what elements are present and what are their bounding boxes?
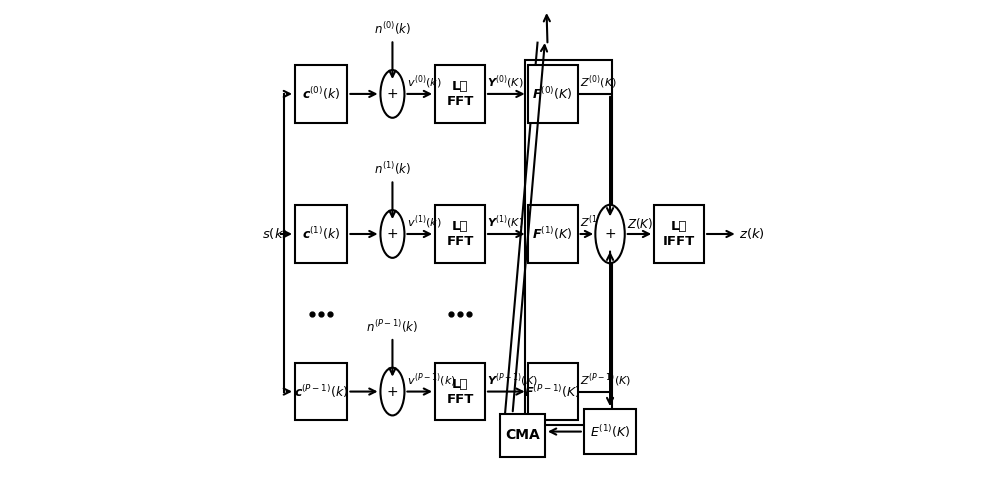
Text: $Z^{(0)}(K)$: $Z^{(0)}(K)$ bbox=[580, 74, 617, 92]
Bar bbox=[528, 205, 578, 263]
Text: $\boldsymbol{F}^{(0)}(K)$: $\boldsymbol{F}^{(0)}(K)$ bbox=[532, 86, 573, 103]
Ellipse shape bbox=[380, 70, 404, 118]
Text: $v^{(P-1)}(k)$: $v^{(P-1)}(k)$ bbox=[407, 371, 456, 389]
Text: $\boldsymbol{Y}^{(1)}(K)$: $\boldsymbol{Y}^{(1)}(K)$ bbox=[487, 214, 524, 231]
Text: $n^{(1)}(k)$: $n^{(1)}(k)$ bbox=[374, 160, 411, 177]
Text: $n^{(P-1)}(k)$: $n^{(P-1)}(k)$ bbox=[366, 317, 418, 334]
Bar bbox=[435, 205, 485, 263]
Text: L点
FFT: L点 FFT bbox=[446, 378, 474, 405]
Text: $Z(K)$: $Z(K)$ bbox=[627, 216, 653, 231]
Text: $\boldsymbol{Y}^{(0)}(K)$: $\boldsymbol{Y}^{(0)}(K)$ bbox=[487, 74, 524, 92]
Text: $z(k)$: $z(k)$ bbox=[739, 226, 765, 241]
Bar bbox=[295, 65, 347, 123]
Bar bbox=[435, 363, 485, 421]
Text: $+$: $+$ bbox=[386, 227, 399, 241]
Bar bbox=[528, 363, 578, 421]
Bar bbox=[295, 205, 347, 263]
Text: $\boldsymbol{c}^{(P-1)}(k)$: $\boldsymbol{c}^{(P-1)}(k)$ bbox=[294, 383, 348, 400]
Text: $\boldsymbol{c}^{(0)}(k)$: $\boldsymbol{c}^{(0)}(k)$ bbox=[302, 86, 340, 103]
Text: L点
FFT: L点 FFT bbox=[446, 220, 474, 248]
Text: $s(k)$: $s(k)$ bbox=[262, 226, 288, 241]
Ellipse shape bbox=[380, 210, 404, 258]
Bar bbox=[654, 205, 704, 263]
Text: $\boldsymbol{F}^{(1)}(K)$: $\boldsymbol{F}^{(1)}(K)$ bbox=[532, 225, 573, 242]
Bar bbox=[528, 65, 578, 123]
Bar bbox=[525, 60, 612, 426]
Text: $v^{(1)}(k)$: $v^{(1)}(k)$ bbox=[407, 214, 442, 231]
Text: L点
FFT: L点 FFT bbox=[446, 80, 474, 108]
Bar bbox=[500, 414, 545, 457]
Text: L点
IFFT: L点 IFFT bbox=[663, 220, 695, 248]
Text: $+$: $+$ bbox=[386, 385, 399, 398]
Ellipse shape bbox=[595, 205, 625, 263]
Text: $v^{(0)}(k)$: $v^{(0)}(k)$ bbox=[407, 74, 442, 92]
Text: $n^{(0)}(k)$: $n^{(0)}(k)$ bbox=[374, 20, 411, 37]
Bar bbox=[584, 409, 636, 454]
Text: $\boldsymbol{c}^{(1)}(k)$: $\boldsymbol{c}^{(1)}(k)$ bbox=[302, 225, 340, 242]
Bar bbox=[435, 65, 485, 123]
Text: $Z^{(1)}(K)$: $Z^{(1)}(K)$ bbox=[580, 214, 617, 231]
Text: $+$: $+$ bbox=[604, 227, 616, 241]
Ellipse shape bbox=[380, 368, 404, 415]
Text: $\boldsymbol{Y}^{(P-1)}(K)$: $\boldsymbol{Y}^{(P-1)}(K)$ bbox=[487, 371, 538, 389]
Text: CMA: CMA bbox=[505, 429, 540, 442]
Bar bbox=[295, 363, 347, 421]
Text: $Z^{(P-1)}(K)$: $Z^{(P-1)}(K)$ bbox=[580, 371, 631, 389]
Text: $+$: $+$ bbox=[386, 87, 399, 101]
Text: $\boldsymbol{F}^{(P-1)}(K)$: $\boldsymbol{F}^{(P-1)}(K)$ bbox=[524, 383, 581, 400]
Text: $E^{(1)}(K)$: $E^{(1)}(K)$ bbox=[590, 423, 630, 440]
